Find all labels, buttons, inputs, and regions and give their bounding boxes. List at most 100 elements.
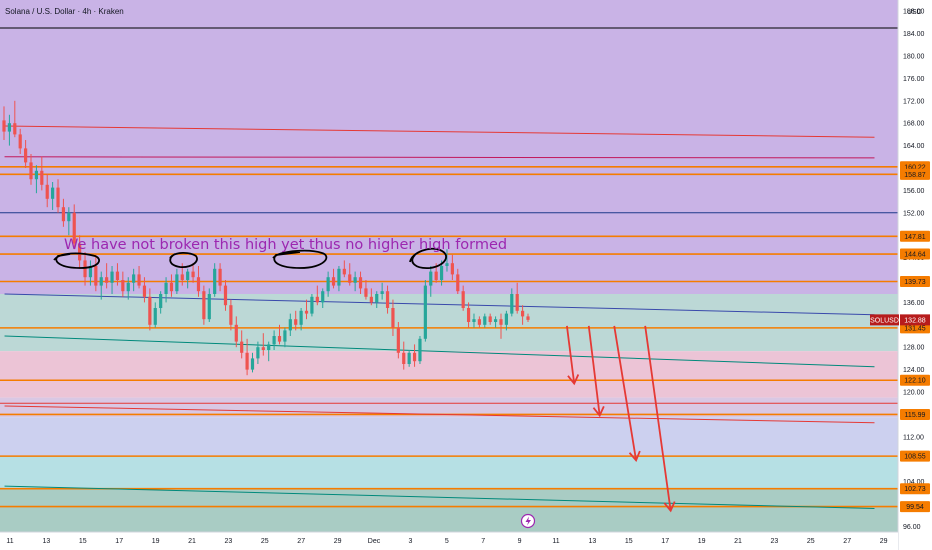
candle[interactable] xyxy=(353,271,357,292)
candle[interactable] xyxy=(94,254,98,292)
candle[interactable] xyxy=(34,165,39,194)
candle[interactable] xyxy=(115,263,120,286)
candle[interactable] xyxy=(380,282,384,300)
candle[interactable] xyxy=(445,249,449,272)
candle[interactable] xyxy=(78,235,82,269)
candle[interactable] xyxy=(250,352,255,373)
candle[interactable] xyxy=(245,338,249,376)
price-tag-bg xyxy=(900,230,930,242)
candle[interactable] xyxy=(299,308,303,331)
candle[interactable] xyxy=(169,274,174,297)
candle[interactable] xyxy=(456,268,460,294)
candle[interactable] xyxy=(283,327,287,348)
candle[interactable] xyxy=(483,313,487,328)
candle[interactable] xyxy=(526,313,530,322)
candle[interactable] xyxy=(310,294,314,317)
candle[interactable] xyxy=(88,260,93,286)
candle[interactable] xyxy=(520,305,525,325)
candle[interactable] xyxy=(348,263,352,286)
candle[interactable] xyxy=(110,266,114,294)
candle[interactable] xyxy=(515,282,519,314)
candle[interactable] xyxy=(213,263,217,297)
candle[interactable] xyxy=(385,285,390,314)
candle[interactable] xyxy=(67,207,71,236)
candle[interactable] xyxy=(461,285,465,311)
candle[interactable] xyxy=(218,263,222,292)
candle[interactable] xyxy=(277,324,282,345)
candle-body xyxy=(429,271,433,286)
candle[interactable] xyxy=(358,271,363,294)
candle[interactable] xyxy=(418,336,422,364)
candle[interactable] xyxy=(493,316,498,328)
candle[interactable] xyxy=(148,288,152,331)
candle[interactable] xyxy=(132,268,136,292)
candle[interactable] xyxy=(99,271,103,300)
candle[interactable] xyxy=(331,268,336,289)
candle[interactable] xyxy=(142,277,147,303)
candle[interactable] xyxy=(72,204,76,250)
candle[interactable] xyxy=(407,350,411,367)
candle[interactable] xyxy=(256,341,260,364)
candle[interactable] xyxy=(18,128,22,154)
candle[interactable] xyxy=(196,266,201,297)
candle[interactable] xyxy=(207,288,211,322)
candle[interactable] xyxy=(186,268,190,289)
candle[interactable] xyxy=(261,333,265,356)
candle[interactable] xyxy=(504,310,508,331)
candle[interactable] xyxy=(7,114,12,146)
candle[interactable] xyxy=(153,302,157,328)
candle[interactable] xyxy=(202,285,206,325)
candle[interactable] xyxy=(45,173,49,208)
candle[interactable] xyxy=(56,179,60,213)
candle-body xyxy=(294,319,298,325)
candle[interactable] xyxy=(321,288,325,308)
candle[interactable] xyxy=(364,280,368,300)
candle[interactable] xyxy=(342,260,346,278)
candle[interactable] xyxy=(466,302,471,328)
candle[interactable] xyxy=(267,341,271,362)
candle[interactable] xyxy=(159,291,163,314)
candle[interactable] xyxy=(429,266,433,297)
candle[interactable] xyxy=(304,299,309,320)
candle[interactable] xyxy=(126,277,130,300)
candle[interactable] xyxy=(396,322,400,359)
candle[interactable] xyxy=(234,316,238,348)
candle[interactable] xyxy=(375,291,379,308)
replay-icon[interactable] xyxy=(520,513,536,529)
candle[interactable] xyxy=(240,330,244,359)
candle[interactable] xyxy=(13,100,17,138)
candle[interactable] xyxy=(83,252,87,286)
candle[interactable] xyxy=(223,280,228,311)
candle[interactable] xyxy=(402,341,406,370)
candle[interactable] xyxy=(272,330,276,350)
candle[interactable] xyxy=(294,310,298,331)
candle[interactable] xyxy=(450,254,454,280)
candle[interactable] xyxy=(40,156,44,191)
candle[interactable] xyxy=(488,313,492,325)
candle[interactable] xyxy=(175,268,179,294)
candle[interactable] xyxy=(288,313,292,336)
candle[interactable] xyxy=(315,285,319,306)
candle[interactable] xyxy=(51,182,55,210)
candle[interactable] xyxy=(2,106,6,140)
candle[interactable] xyxy=(391,299,395,336)
candle[interactable] xyxy=(24,140,28,168)
candle[interactable] xyxy=(29,154,33,185)
candle[interactable] xyxy=(326,271,330,297)
candle[interactable] xyxy=(472,313,476,328)
candle[interactable] xyxy=(499,313,503,339)
candle[interactable] xyxy=(412,344,417,367)
candle[interactable] xyxy=(337,266,341,292)
candle[interactable] xyxy=(121,271,125,297)
candle[interactable] xyxy=(61,198,66,227)
candle[interactable] xyxy=(137,266,141,289)
candle[interactable] xyxy=(105,263,109,289)
candle[interactable] xyxy=(423,280,427,342)
candle[interactable] xyxy=(164,277,168,303)
candle[interactable] xyxy=(510,288,514,317)
candle[interactable] xyxy=(229,299,233,331)
candle[interactable] xyxy=(369,288,373,306)
candle[interactable] xyxy=(477,316,481,328)
candle[interactable] xyxy=(191,263,195,283)
